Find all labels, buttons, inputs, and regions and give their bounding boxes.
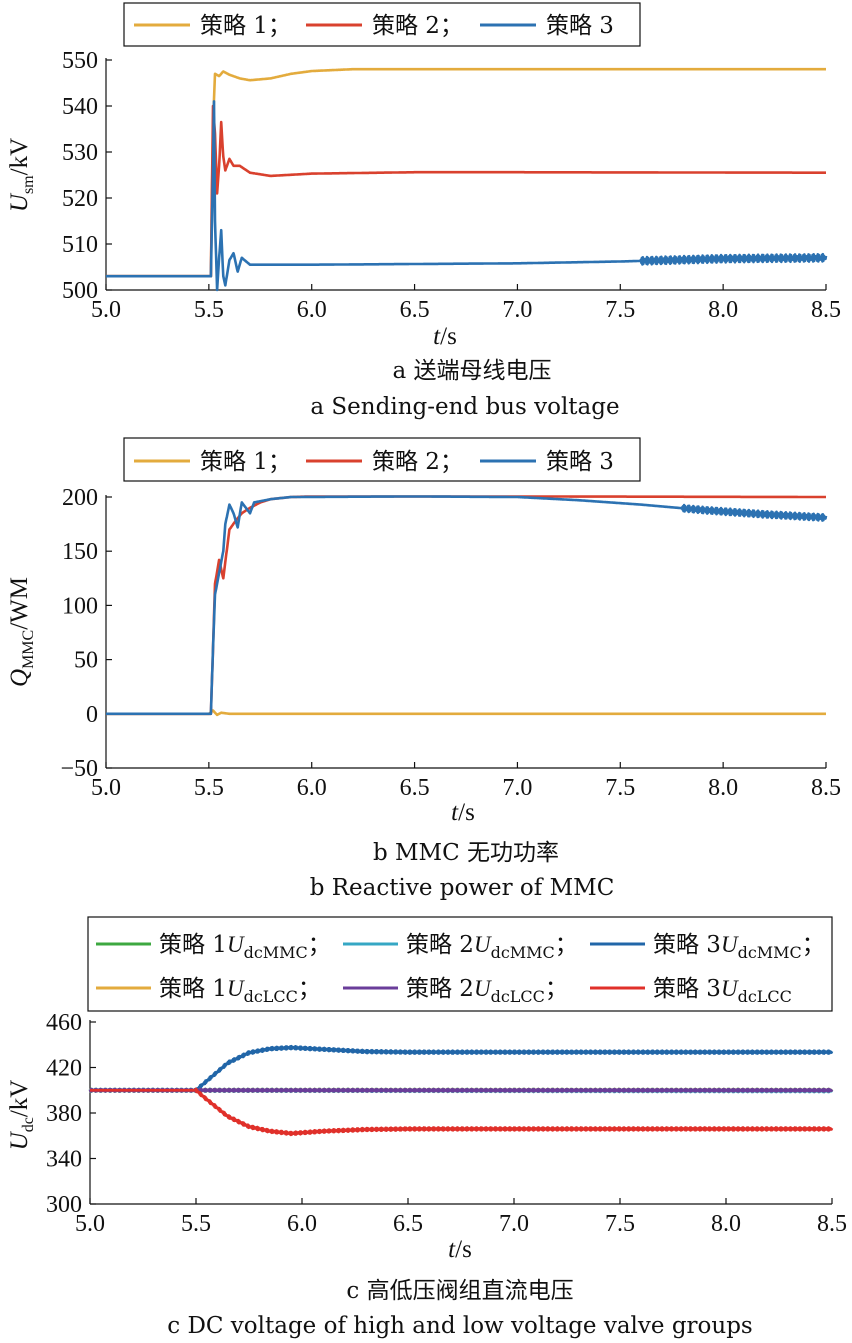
panel-c-xlabel: t/s [448, 1236, 472, 1263]
x-tick-label: 7.0 [499, 1211, 529, 1237]
y-tick-label: 340 [46, 1147, 82, 1173]
legend-label-series-1: 策略 1UdcMMC； [159, 932, 331, 962]
y-tick-label: 530 [62, 140, 98, 166]
x-tick-label: 7.0 [502, 775, 532, 801]
y-tick-label: 100 [62, 593, 98, 619]
panel-b-axes: 5.0 5.5 6.0 6.5 7.0 7.5 8.0 8.5 −50 0 50 100 150 200 [60, 485, 841, 801]
y-tick-label: 460 [46, 1010, 82, 1036]
y-tick-label: 550 [62, 48, 98, 74]
legend-label-series-4: 策略 1UdcLCC； [159, 976, 321, 1006]
x-tick-label: 8.5 [811, 775, 841, 801]
x-tick-label: 8.0 [708, 297, 738, 323]
series-line-3 [89, 1044, 834, 1093]
legend-label-strategy1: 策略 1； [200, 449, 291, 475]
y-tick-label: 510 [62, 232, 98, 258]
panel-a-axes: 5.0 5.5 6.0 6.5 7.0 7.5 8.0 8.5 500 510 520 530 540 5… [62, 48, 841, 323]
panel-c-chart: 策略 1UdcMMC； 策略 2UdcMMC； 策略 3UdcMMC； 策略 1Udc… [6, 916, 847, 1339]
y-tick-label: 420 [46, 1056, 82, 1082]
panel-c-caption-cn: c 高低压阀组直流电压 [346, 1278, 573, 1304]
series-line-2 [105, 104, 827, 278]
panel-b-caption-cn: b MMC 无功功率 [373, 840, 559, 866]
panel-c-legend: 策略 1UdcMMC； 策略 2UdcMMC； 策略 3UdcMMC； 策略 1Udc… [87, 916, 833, 1012]
legend-label-strategy3: 策略 3 [546, 449, 614, 475]
legend-label-strategy3: 策略 3 [546, 13, 614, 39]
panel-a-plot-area [105, 67, 828, 292]
y-tick-label: 380 [46, 1101, 82, 1127]
panel-b-legend: 策略 1； 策略 2； 策略 3 [123, 437, 641, 482]
panel-a-xlabel: t/s [433, 323, 457, 350]
x-tick-label: 6.5 [400, 775, 430, 801]
x-tick-label: 5.5 [194, 775, 224, 801]
x-tick-label: 6.5 [400, 297, 430, 323]
series-line-6 [89, 1087, 834, 1137]
x-tick-label: 7.5 [605, 775, 635, 801]
y-tick-label: 200 [62, 485, 98, 511]
x-tick-label: 7.5 [605, 1211, 635, 1237]
y-tick-label: 540 [62, 94, 98, 120]
legend-label-strategy2: 策略 2； [372, 13, 463, 39]
x-tick-label: 8.0 [711, 1211, 741, 1237]
panel-a-caption-cn: a 送端母线电压 [392, 358, 551, 384]
x-tick-label: 7.0 [502, 297, 532, 323]
panel-c-legend-box [87, 916, 833, 1012]
x-tick-label: 5.0 [91, 775, 121, 801]
panel-a-chart: 策略 1； 策略 2； 策略 3 5.0 5.5 6.0 6.5 7.0 7.5 8.0 8.… [6, 2, 841, 420]
x-tick-label: 5.5 [181, 1211, 211, 1237]
x-tick-label: 6.5 [393, 1211, 423, 1237]
series-line-3 [105, 495, 828, 716]
panel-c-axes: 5.0 5.5 6.0 6.5 7.0 7.5 8.0 8.5 300 340 380 420 460 [46, 1010, 847, 1237]
legend-label-strategy2: 策略 2； [372, 449, 463, 475]
x-tick-label: 6.0 [297, 297, 327, 323]
series-line-1 [105, 709, 827, 717]
x-tick-label: 5.0 [75, 1211, 105, 1237]
panel-a-caption-en: a Sending-end bus voltage [310, 394, 619, 420]
series-line-5 [88, 1087, 834, 1093]
x-tick-label: 8.5 [817, 1211, 847, 1237]
panel-c-caption-en: c DC voltage of high and low voltage val… [167, 1313, 752, 1339]
y-tick-label: 50 [74, 648, 98, 674]
legend-label-strategy1: 策略 1； [200, 13, 291, 39]
x-tick-label: 5.0 [91, 297, 121, 323]
y-tick-label: 150 [62, 539, 98, 565]
panel-b-ylabel: QMMC/WM [6, 577, 37, 687]
panel-c-plot-area [88, 1044, 834, 1137]
x-tick-label: 7.5 [605, 297, 635, 323]
y-tick-label: 300 [46, 1192, 82, 1218]
series-line-3 [105, 100, 828, 292]
panel-a-legend-box [123, 2, 641, 47]
y-tick-label: −50 [60, 756, 98, 782]
legend-label-series-5: 策略 2UdcLCC； [406, 976, 568, 1006]
x-tick-label: 8.0 [708, 775, 738, 801]
y-tick-label: 0 [86, 702, 98, 728]
panel-b-xlabel: t/s [451, 799, 475, 826]
legend-label-series-2: 策略 2UdcMMC； [406, 932, 578, 962]
legend-label-series-6: 策略 3UdcLCC [653, 976, 792, 1006]
x-tick-label: 5.5 [194, 297, 224, 323]
y-tick-label: 500 [62, 278, 98, 304]
legend-label-series-3: 策略 3UdcMMC； [653, 932, 825, 962]
panel-a-ylabel: Usm/kV [6, 138, 37, 212]
panel-a-legend: 策略 1； 策略 2； 策略 3 [123, 2, 641, 47]
y-tick-label: 520 [62, 186, 98, 212]
series-line-1 [105, 67, 827, 278]
x-tick-label: 6.0 [287, 1211, 317, 1237]
panel-b-caption-en: b Reactive power of MMC [310, 875, 615, 901]
panel-c-ylabel: Udc/kV [6, 1080, 37, 1151]
panel-b-chart: 策略 1； 策略 2； 策略 3 5.0 5.5 6.0 6.5 7.0 7.5 8.0 8.… [6, 437, 841, 901]
x-tick-label: 8.5 [811, 297, 841, 323]
panel-b-plot-area [105, 495, 828, 717]
x-tick-label: 6.0 [297, 775, 327, 801]
panel-b-legend-box [123, 437, 641, 482]
